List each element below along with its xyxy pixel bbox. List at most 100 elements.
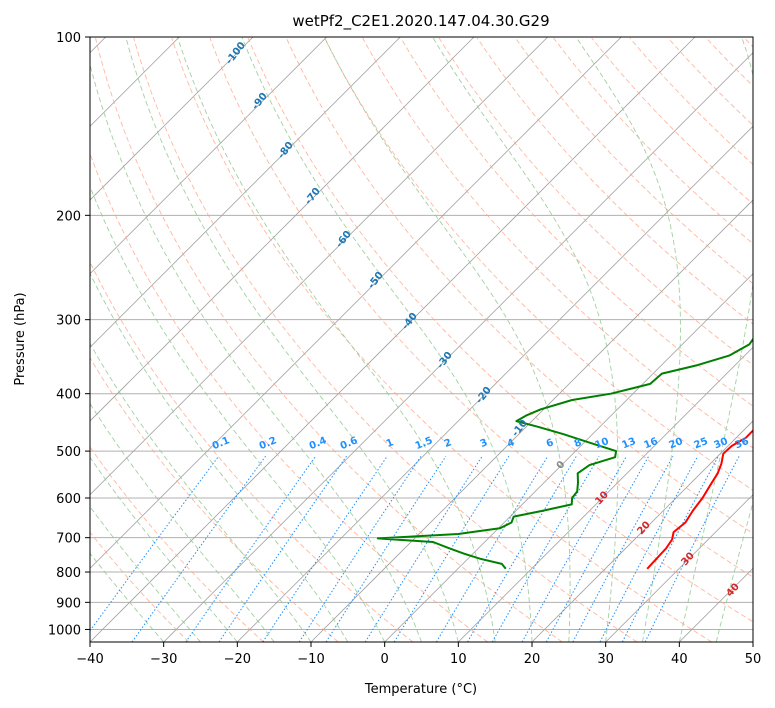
dry-adiabat-label: -50 — [366, 270, 386, 291]
chart-title: wetPf2_C2E1.2020.147.04.30.G29 — [292, 12, 549, 31]
isotherm-line — [605, 494, 753, 642]
mixing-ratio-line — [325, 455, 447, 642]
mixing-ratio-label: 2 — [443, 437, 454, 450]
x-tick-label: 30 — [597, 652, 614, 667]
dry-adiabat-line — [285, 37, 753, 534]
mixing-ratio-label: 6 — [545, 437, 556, 450]
moist-adiabat-line — [90, 456, 238, 642]
mixing-ratio-line — [393, 455, 510, 642]
mixing-ratio-line — [621, 455, 719, 642]
x-tick-label: −20 — [224, 652, 251, 667]
y-tick-label: 700 — [56, 532, 81, 547]
isotherm-line — [90, 37, 622, 569]
isotherm-line — [752, 641, 753, 642]
dry-adiabat-line — [744, 37, 753, 48]
y-tick-label: 300 — [56, 314, 81, 329]
mixing-ratio-label: 10 — [594, 436, 611, 451]
mixing-ratio-line — [435, 455, 549, 642]
moist-adiabat-line — [90, 62, 422, 642]
moist-adiabat-line — [90, 505, 201, 642]
mixing-ratio-label: 1.5 — [414, 435, 435, 452]
dry-adiabat-line — [95, 37, 563, 642]
isotherm-line — [90, 37, 696, 642]
sounding-profiles — [376, 337, 753, 570]
moist-adiabat-line — [125, 37, 459, 642]
y-tick-label: 800 — [56, 566, 81, 581]
mixing-ratio-label: 0.4 — [308, 435, 329, 452]
dry-adiabat-line — [90, 152, 488, 642]
y-tick-label: 400 — [56, 388, 81, 403]
mixing-ratio-label: 13 — [621, 436, 638, 451]
mixing-ratio-line — [298, 455, 422, 642]
moist-adiabat-line — [90, 342, 312, 642]
mixing-ratio-label: 20 — [668, 436, 685, 451]
x-tick-label: 50 — [745, 652, 762, 667]
mixing-ratio-line — [644, 455, 740, 642]
isotherm-line — [237, 125, 753, 642]
moist-adiabat-label: 40 — [724, 581, 742, 599]
y-tick-label: 500 — [56, 445, 81, 460]
moist-adiabat-line — [752, 640, 753, 642]
dry-adiabat-line — [667, 37, 753, 126]
dry-adiabat-line — [324, 37, 753, 491]
isotherm-line — [310, 199, 753, 642]
isotherm-line — [384, 273, 753, 642]
dry-adiabat-line — [362, 37, 753, 449]
dry-adiabat-label: -70 — [303, 186, 323, 207]
mixing-ratio-label: 3 — [479, 437, 490, 450]
isotherm-line — [163, 52, 753, 642]
mixing-ratio-line — [572, 455, 674, 642]
x-axis-label: Temperature (°C) — [364, 682, 477, 697]
x-tick-label: 20 — [524, 652, 541, 667]
x-axis-ticks: −40 −30 −20 −10 0 10 20 30 40 50 — [76, 642, 761, 667]
moist-adiabat-line — [715, 501, 753, 642]
dry-adiabat-line — [90, 446, 264, 642]
isotherm-line — [90, 37, 548, 496]
moist-adiabat-line — [90, 402, 275, 642]
mixing-ratio-line — [467, 455, 577, 642]
mixing-ratio-line — [364, 455, 483, 642]
mixing-ratio-label: 0.1 — [211, 435, 232, 452]
mixing-ratio-label: 36 — [734, 436, 751, 451]
dry-adiabat-line — [90, 261, 414, 642]
dry-adiabat-line — [400, 37, 753, 407]
mixing-ratio-label: 8 — [573, 437, 584, 450]
mixing-ratio-line — [521, 455, 627, 642]
plot-frame — [89, 36, 754, 643]
dry-adiabat-line — [515, 37, 753, 285]
mixing-ratio-label: 25 — [693, 436, 710, 451]
isotherm-line — [458, 346, 753, 642]
isotherm-line — [90, 37, 327, 275]
dry-adiabat-line — [171, 37, 712, 642]
mixing-ratio-line — [131, 455, 267, 642]
mixing-ratio-line — [90, 455, 220, 632]
mixing-ratio-label: 1 — [385, 437, 396, 450]
isotherm-line — [90, 37, 401, 348]
y-tick-label: 1000 — [48, 623, 81, 638]
mixing-ratio-line — [185, 455, 317, 642]
isotherm-line — [90, 37, 475, 422]
moist-adiabat-line — [432, 37, 619, 642]
pressure-grid — [90, 36, 753, 630]
isotherm-line — [531, 420, 753, 642]
y-tick-label: 200 — [56, 209, 81, 224]
x-tick-label: 0 — [381, 652, 389, 667]
y-tick-label: 900 — [56, 596, 81, 611]
isotherm-line — [90, 37, 254, 201]
dry-adiabat-line — [209, 37, 753, 623]
mixing-ratio-line — [262, 455, 388, 642]
x-tick-label: 10 — [450, 652, 467, 667]
background-lines — [90, 37, 753, 642]
moist-adiabat-line — [90, 272, 349, 642]
moist-adiabat-line — [575, 37, 681, 642]
mixing-ratio-label: 4 — [506, 437, 517, 450]
y-axis-ticks: 100 200 300 400 500 600 700 800 900 1000 — [48, 31, 90, 638]
dewpoint-profile — [376, 337, 753, 570]
mixing-ratio-label: 30 — [713, 436, 730, 451]
dry-adiabat-line — [476, 37, 753, 325]
mixing-ratio-label: 0.2 — [258, 435, 279, 452]
dry-adiabat-line — [591, 37, 753, 205]
dry-adiabat-line — [438, 37, 753, 366]
x-tick-label: −10 — [297, 652, 324, 667]
